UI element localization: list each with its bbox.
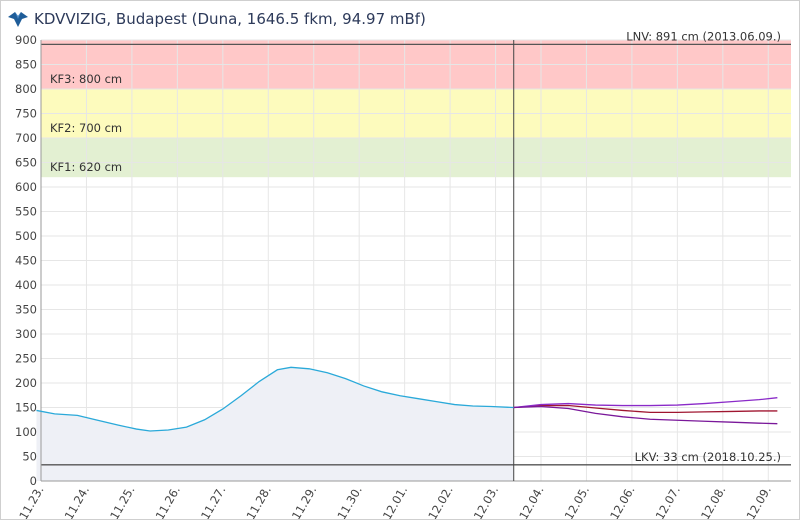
x-tick-label: 12.06.: [607, 484, 637, 520]
x-tick-label: 12.08.: [698, 484, 728, 520]
x-tick-label: 11.25.: [107, 484, 137, 520]
y-tick-label: 150: [15, 401, 37, 415]
x-tick-label: 12.09.: [743, 484, 773, 520]
threshold-label: KF3: 800 cm: [50, 72, 122, 86]
chart-header: KDVVIZIG, Budapest (Duna, 1646.5 fkm, 94…: [1, 1, 799, 37]
measured-series-line: [36, 366, 514, 432]
x-tick-label: 12.04.: [516, 484, 546, 520]
threshold-label: KF2: 700 cm: [50, 121, 122, 135]
x-tick-label: 11.30.: [334, 484, 364, 520]
y-tick-label: 0: [30, 474, 37, 488]
y-tick-label: 100: [15, 425, 37, 439]
y-tick-label: 400: [15, 278, 37, 292]
reference-label: LNV: 891 cm (2013.06.09.): [626, 29, 781, 43]
chart-title: KDVVIZIG, Budapest (Duna, 1646.5 fkm, 94…: [34, 10, 426, 28]
x-tick-label: 12.02.: [425, 484, 455, 520]
y-tick-label: 300: [15, 327, 37, 341]
reference-label: LKV: 33 cm (2018.10.25.): [635, 450, 781, 464]
y-tick-label: 450: [15, 254, 37, 268]
x-tick-label: 11.28.: [243, 484, 273, 520]
y-tick-label: 900: [15, 33, 37, 47]
x-tick-label: 11.23.: [16, 484, 46, 520]
x-tick-label: 11.27.: [198, 484, 228, 520]
x-tick-label: 12.01.: [380, 484, 410, 520]
y-tick-label: 600: [15, 180, 37, 194]
y-tick-label: 850: [15, 58, 37, 72]
forecast-series-line: [513, 404, 778, 414]
forecast-series-line: [513, 405, 778, 425]
threshold-label: KF1: 620 cm: [50, 160, 122, 174]
y-tick-label: 750: [15, 107, 37, 121]
x-tick-label: 12.05.: [562, 484, 592, 520]
x-tick-label: 12.03.: [471, 483, 501, 519]
y-tick-label: 250: [15, 352, 37, 366]
threshold-band: [41, 138, 791, 178]
x-tick-label: 11.29.: [289, 484, 319, 520]
y-tick-label: 550: [15, 205, 37, 219]
y-tick-label: 350: [15, 303, 37, 317]
x-tick-label: 11.26.: [153, 484, 183, 520]
y-tick-label: 650: [15, 156, 37, 170]
x-tick-label: 11.24.: [62, 484, 92, 520]
y-tick-label: 500: [15, 229, 37, 243]
y-tick-label: 200: [15, 376, 37, 390]
x-tick-label: 12.07.: [653, 484, 683, 520]
y-tick-label: 800: [15, 82, 37, 96]
y-tick-label: 700: [15, 131, 37, 145]
measured-area: [36, 367, 514, 481]
y-tick-label: 50: [22, 450, 37, 464]
kdvvizig-logo-icon: [8, 12, 28, 27]
forecast-series-line: [513, 397, 778, 409]
